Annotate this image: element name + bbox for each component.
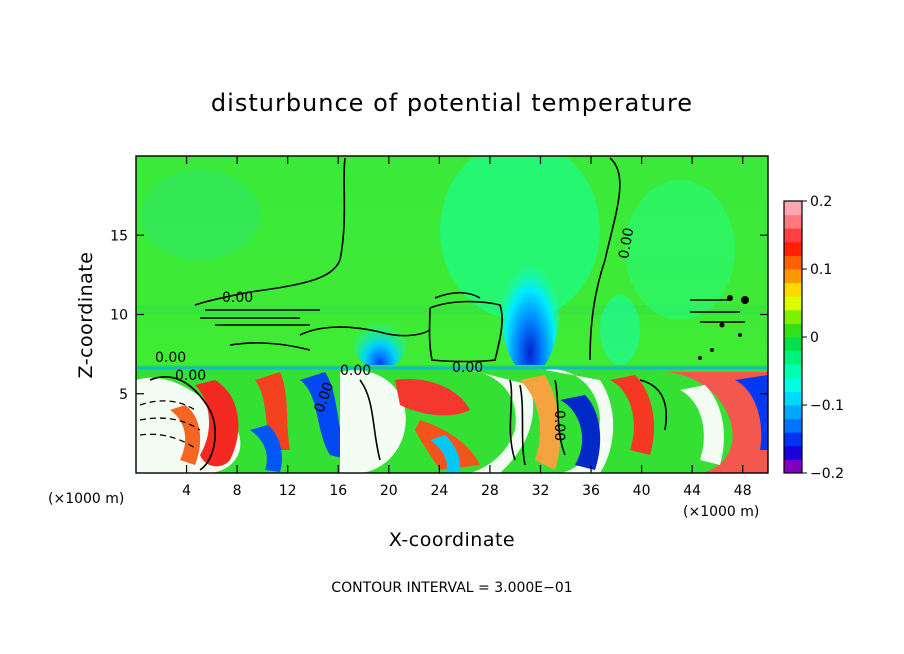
x-axis: 4 8 12 16 20 24 28 32 36 40 44 48 (182, 156, 752, 499)
colorbar-swatch (784, 337, 802, 352)
colorbar-swatch (784, 255, 802, 270)
colorbar-swatch (784, 323, 802, 338)
colorbar-tick-label: −0.2 (810, 466, 844, 482)
contour-label: 0.00 (155, 350, 186, 366)
contour-label: 0.00 (452, 360, 483, 376)
contour-label: 0.00 (551, 410, 567, 441)
colorbar-swatch (784, 377, 802, 392)
colorbar-swatch (784, 405, 802, 420)
colorbar-tick-label: 0 (810, 330, 819, 346)
y-axis-title: Z-coordinate (75, 252, 97, 379)
x-tick-label: 32 (532, 483, 550, 499)
contour-label: 0.00 (616, 227, 637, 260)
colorbar-swatch (784, 350, 802, 365)
colorbar-swatch (784, 201, 802, 216)
x-unit-left: (×1000 m) (48, 491, 124, 507)
colorbar-swatch (784, 228, 802, 243)
colorbar-tick-label: −0.1 (810, 398, 844, 414)
y-axis: 5 10 15 (110, 228, 768, 403)
contour-label: 0.00 (340, 363, 371, 379)
colorbar-ticks: 0.2 0.1 0 −0.1 −0.2 (802, 194, 844, 482)
x-tick-label: 4 (182, 483, 191, 499)
x-unit-right: (×1000 m) (683, 504, 759, 520)
colorbar-tick-label: 0.2 (810, 194, 832, 210)
colorbar-swatch (784, 282, 802, 297)
x-tick-label: 20 (380, 483, 398, 499)
y-tick-label: 15 (110, 228, 128, 244)
x-tick-label: 40 (633, 483, 651, 499)
x-tick-label: 48 (734, 483, 752, 499)
x-tick-label: 28 (481, 483, 499, 499)
colorbar-swatch (784, 214, 802, 229)
colorbar-swatch (784, 445, 802, 460)
contour-labels: 0.00 0.00 0.00 0.00 0.00 0.00 0.00 0.00 (155, 227, 637, 442)
heatmap-field (136, 156, 768, 473)
x-tick-label: 16 (329, 483, 347, 499)
contour-label: 0.00 (222, 290, 253, 306)
colorbar-swatch (784, 418, 802, 433)
x-axis-title: X-coordinate (389, 529, 515, 551)
contour-label: 0.00 (175, 368, 206, 384)
colorbar-swatch (784, 296, 802, 311)
colorbar-tick-label: 0.1 (810, 262, 832, 278)
colorbar (783, 200, 803, 474)
x-tick-label: 36 (582, 483, 600, 499)
colorbar-swatch (784, 391, 802, 406)
colorbar-swatch (784, 269, 802, 284)
x-tick-label: 24 (430, 483, 448, 499)
y-tick-label: 5 (119, 387, 128, 403)
contour-interval-note: CONTOUR INTERVAL = 3.000E−01 (331, 580, 572, 596)
x-tick-label: 12 (279, 483, 297, 499)
chart-title: disturbunce of potential temperature (211, 89, 693, 117)
colorbar-swatch (784, 364, 802, 379)
x-tick-label: 44 (683, 483, 701, 499)
y-tick-label: 10 (110, 308, 128, 324)
colorbar-swatch (784, 432, 802, 447)
colorbar-swatch (784, 309, 802, 324)
colorbar-swatch (784, 459, 802, 474)
colorbar-swatch (784, 241, 802, 256)
x-tick-label: 8 (233, 483, 242, 499)
